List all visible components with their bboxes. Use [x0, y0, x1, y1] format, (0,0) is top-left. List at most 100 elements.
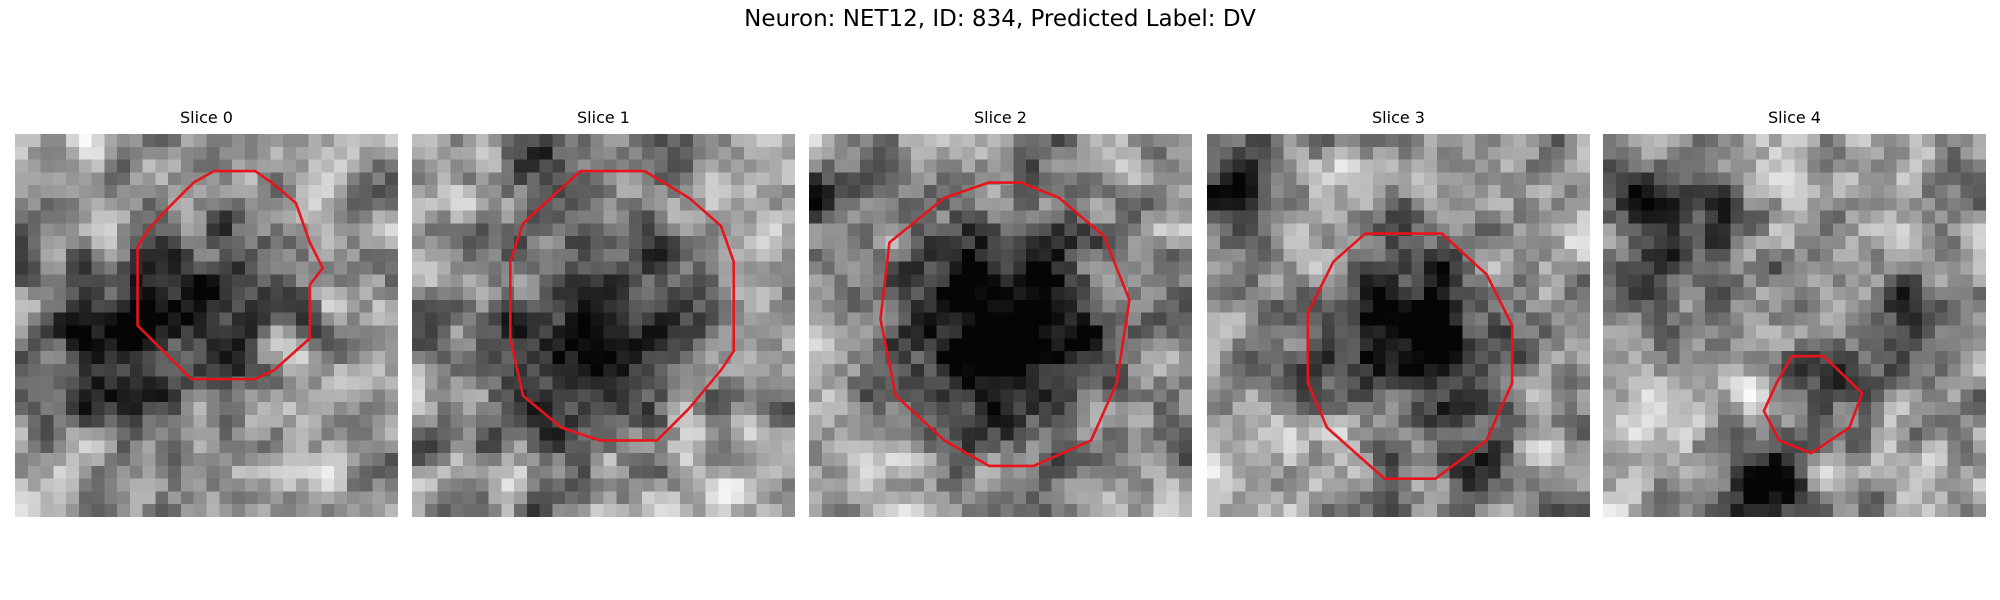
- pixel: [424, 146, 438, 160]
- pixel: [1922, 210, 1936, 224]
- pixel: [372, 491, 386, 505]
- pixel: [1871, 338, 1885, 352]
- pixel: [987, 248, 1001, 262]
- pixel: [1436, 274, 1450, 288]
- pixel: [385, 248, 398, 262]
- pixel: [1115, 414, 1129, 428]
- pixel: [641, 210, 655, 224]
- pixel: [1487, 312, 1501, 326]
- pixel: [1385, 389, 1399, 403]
- pixel: [1781, 504, 1795, 517]
- pixel: [821, 261, 835, 275]
- pixel: [283, 210, 297, 224]
- pixel: [834, 312, 848, 326]
- pixel: [1219, 172, 1233, 186]
- pixel: [641, 185, 655, 199]
- pixel: [1283, 389, 1297, 403]
- pixel: [1934, 134, 1948, 148]
- pixel: [1845, 504, 1859, 517]
- pixel: [1487, 134, 1501, 148]
- pixel: [1896, 287, 1910, 301]
- pixel: [1153, 363, 1167, 377]
- pixel: [1462, 236, 1476, 250]
- pixel: [1564, 146, 1578, 160]
- pixel: [1807, 197, 1821, 211]
- pixel: [1896, 248, 1910, 262]
- pixel: [1922, 351, 1936, 365]
- pixel: [834, 274, 848, 288]
- pixel: [40, 478, 54, 492]
- pixel: [295, 376, 309, 390]
- pixel: [872, 299, 886, 313]
- pixel: [539, 172, 553, 186]
- pixel: [654, 389, 668, 403]
- pixel: [539, 287, 553, 301]
- pixel: [1207, 414, 1221, 428]
- pixel: [1207, 223, 1221, 237]
- pixel: [1372, 427, 1386, 441]
- pixel: [1449, 363, 1463, 377]
- pixel: [1538, 440, 1552, 454]
- pixel: [1628, 376, 1642, 390]
- pixel: [1934, 414, 1948, 428]
- pixel: [1743, 248, 1757, 262]
- pixel: [1947, 248, 1961, 262]
- pixel: [1140, 210, 1154, 224]
- pixel: [78, 465, 92, 479]
- pixel: [1538, 453, 1552, 467]
- pixel: [117, 312, 131, 326]
- pixel: [1615, 427, 1629, 441]
- pixel: [1794, 274, 1808, 288]
- pixel: [1615, 414, 1629, 428]
- pixel: [1296, 414, 1310, 428]
- pixel: [654, 414, 668, 428]
- pixel: [53, 440, 67, 454]
- pixel: [193, 325, 207, 339]
- pixel: [860, 351, 874, 365]
- pixel: [40, 312, 54, 326]
- pixel: [1334, 172, 1348, 186]
- pixel: [629, 325, 643, 339]
- pixel: [1768, 261, 1782, 275]
- pixel: [1424, 197, 1438, 211]
- pixel: [667, 159, 681, 173]
- pixel: [1896, 325, 1910, 339]
- pixel: [1051, 261, 1065, 275]
- pixel: [66, 185, 80, 199]
- pixel: [1628, 287, 1642, 301]
- pixel: [206, 325, 220, 339]
- pixel: [437, 248, 451, 262]
- pixel: [1896, 172, 1910, 186]
- pixel: [1166, 389, 1180, 403]
- pixel: [1449, 312, 1463, 326]
- pixel: [385, 414, 398, 428]
- pixel: [1334, 389, 1348, 403]
- pixel: [731, 197, 745, 211]
- pixel: [1179, 325, 1192, 339]
- pixel: [1258, 491, 1272, 505]
- pixel: [1883, 210, 1897, 224]
- pixel: [911, 159, 925, 173]
- pixel: [1960, 172, 1974, 186]
- pixel: [193, 261, 207, 275]
- pixel: [437, 402, 451, 416]
- pixel: [731, 376, 745, 390]
- pixel: [1051, 312, 1065, 326]
- pixel: [1064, 185, 1078, 199]
- pixel: [1347, 351, 1361, 365]
- pixel: [1026, 287, 1040, 301]
- pixel: [860, 491, 874, 505]
- pixel: [232, 236, 246, 250]
- pixel: [1232, 465, 1246, 479]
- pixel: [898, 146, 912, 160]
- pixel: [372, 287, 386, 301]
- pixel: [923, 210, 937, 224]
- pixel: [206, 427, 220, 441]
- pixel: [1372, 478, 1386, 492]
- pixel: [78, 159, 92, 173]
- pixel: [987, 465, 1001, 479]
- pixel: [1947, 287, 1961, 301]
- pixel: [834, 376, 848, 390]
- pixel: [1449, 146, 1463, 160]
- pixel: [872, 363, 886, 377]
